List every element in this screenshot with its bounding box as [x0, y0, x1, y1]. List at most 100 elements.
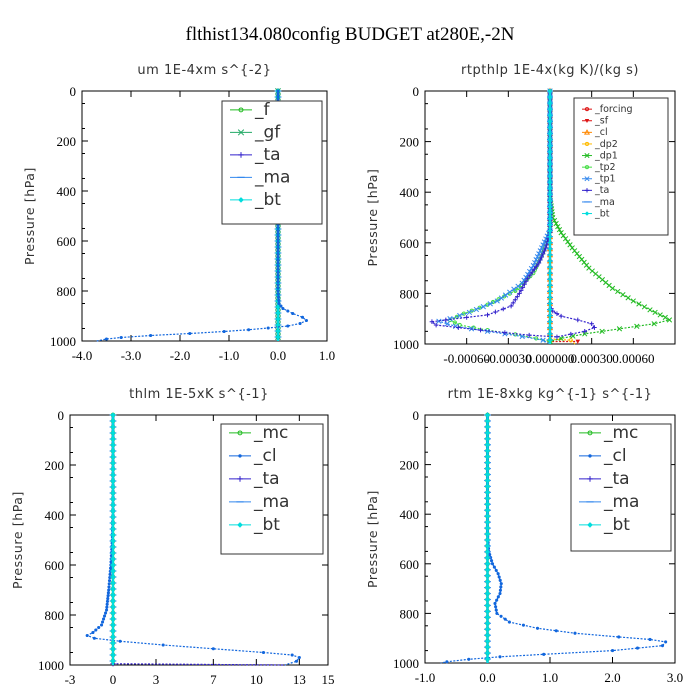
- legend-marker: [238, 197, 244, 203]
- series-marker: [547, 143, 553, 148]
- series-marker: [484, 626, 491, 632]
- series-marker: [478, 327, 483, 333]
- series-marker: [520, 285, 526, 290]
- series-marker: [534, 254, 541, 260]
- x-tick-label: 0.000000: [526, 351, 575, 366]
- series-marker: [547, 319, 553, 325]
- series-marker: [110, 580, 116, 586]
- series-marker: [522, 281, 527, 287]
- series-marker: [110, 598, 116, 604]
- y-tick-label: 0: [413, 408, 420, 423]
- series-marker: [107, 588, 111, 592]
- series-marker: [494, 568, 498, 572]
- panels: um 1E-4xm s^{-2} Pressure [hPa] 0 200 400 600…: [10, 63, 683, 687]
- series-marker: [651, 321, 657, 327]
- x-tick-label: 15: [322, 672, 335, 687]
- legend: _f _gf_ta _ma_bt: [221, 100, 323, 225]
- legend-marker: [584, 141, 590, 146]
- legend-marker: [238, 152, 244, 158]
- x-tick-label: 0: [110, 672, 117, 687]
- series-marker: [494, 605, 498, 609]
- series-marker: [276, 235, 280, 239]
- series-marker: [484, 537, 491, 543]
- y-axis-label: Pressure [hPa]: [22, 167, 37, 265]
- series-marker: [110, 466, 116, 472]
- x-tick-label: -4.0: [72, 348, 93, 363]
- series-marker: [490, 562, 495, 566]
- series-marker: [547, 295, 553, 300]
- panel-2: rtpthlp 1E-4x(kg K)/(kg s) Pressure [hPa]…: [365, 63, 676, 366]
- x-tick-label: -1.0: [415, 670, 436, 685]
- series-marker: [484, 424, 491, 430]
- legend-label: _ma: [253, 492, 289, 512]
- series-marker: [110, 496, 116, 502]
- series-marker: [494, 608, 498, 612]
- legend-marker: [237, 129, 245, 136]
- series-marker: [276, 229, 280, 233]
- legend-marker: [237, 476, 243, 482]
- series-marker: [484, 412, 491, 418]
- series-marker: [429, 319, 435, 325]
- series-marker: [517, 291, 522, 296]
- series-marker: [542, 248, 547, 254]
- series-marker: [110, 592, 116, 598]
- series-marker: [110, 532, 116, 538]
- series-marker: [484, 644, 491, 650]
- series-marker: [276, 258, 280, 262]
- x-tick-label: -1.0: [219, 348, 240, 363]
- legend-marker: [238, 454, 242, 458]
- series-marker: [484, 442, 491, 448]
- series-marker: [106, 594, 110, 598]
- series-marker: [502, 330, 508, 335]
- legend-marker: [584, 211, 590, 216]
- series-marker: [666, 317, 673, 323]
- series-marker: [498, 295, 505, 301]
- legend-label: _bt: [253, 515, 280, 535]
- series-line: [85, 415, 301, 666]
- series-marker: [484, 573, 491, 579]
- series-marker: [105, 605, 109, 609]
- legend-marker: [583, 129, 591, 135]
- series-marker: [276, 237, 280, 242]
- series-marker: [547, 119, 553, 124]
- series-marker: [484, 489, 491, 495]
- series-marker: [537, 248, 543, 254]
- series-marker: [567, 242, 573, 248]
- series-marker: [535, 626, 540, 630]
- series-marker: [496, 595, 500, 599]
- series-marker: [456, 325, 461, 330]
- series-marker: [276, 292, 280, 296]
- series-marker: [523, 278, 529, 284]
- series-line: [112, 663, 286, 666]
- series-marker: [582, 331, 588, 337]
- series-marker: [565, 239, 571, 245]
- series-marker: [547, 234, 553, 240]
- series-marker: [484, 638, 491, 644]
- y-tick-label: 800: [57, 284, 77, 299]
- series-marker: [547, 88, 553, 94]
- series-marker: [547, 301, 553, 306]
- legend-label: _ta: [253, 469, 280, 489]
- series-marker: [539, 245, 545, 251]
- series-marker: [547, 131, 553, 136]
- series-marker: [484, 448, 491, 454]
- series-marker: [291, 311, 295, 316]
- series-marker: [110, 550, 116, 556]
- series-marker: [529, 269, 535, 275]
- series-line: [448, 91, 551, 344]
- series-marker: [536, 251, 542, 257]
- series-marker: [616, 326, 623, 332]
- series-marker: [558, 230, 564, 236]
- series-marker: [484, 465, 491, 472]
- series-marker: [498, 588, 502, 592]
- y-tick-label: 600: [57, 234, 77, 249]
- series-marker: [161, 643, 165, 647]
- series-marker: [106, 591, 110, 595]
- series-marker: [615, 288, 621, 295]
- series-marker: [554, 629, 558, 633]
- series-marker: [110, 418, 116, 424]
- series-line: [549, 338, 576, 345]
- series-marker: [109, 560, 113, 564]
- series-marker: [275, 334, 281, 340]
- x-tick-label: 10: [250, 672, 263, 687]
